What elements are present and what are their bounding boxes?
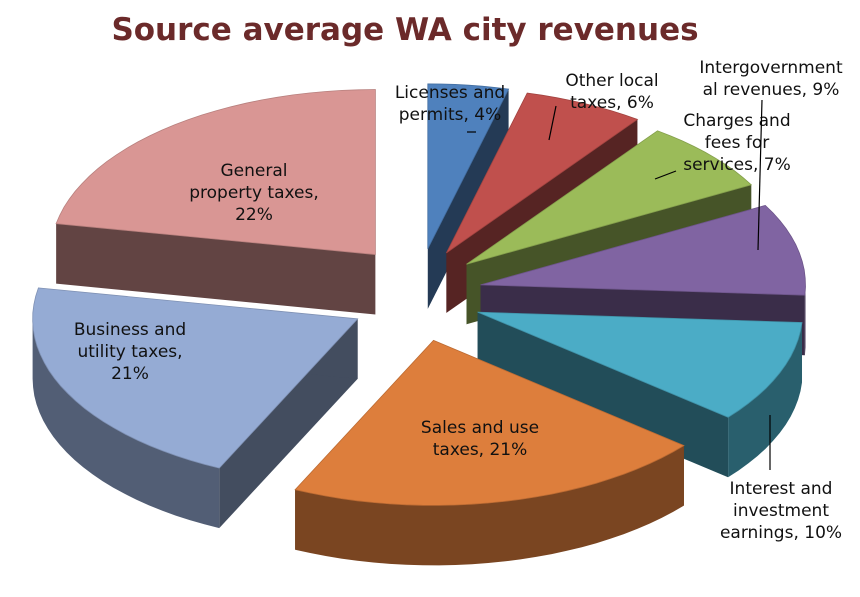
data-label-line: al revenues, 9% [703, 80, 840, 100]
data-label: Intergovernment al revenues, 9% [699, 58, 843, 100]
slice-side [32, 318, 220, 529]
data-label-line: utility taxes, [77, 342, 182, 362]
slice-top [477, 311, 803, 418]
pie-slice-interest-and-investment-earnings [477, 311, 803, 478]
data-label-line: Interest and [730, 479, 833, 499]
data-label-line: Business and [74, 320, 186, 340]
data-label-line: General [221, 161, 288, 181]
slice-top [480, 204, 806, 296]
slice-side [477, 312, 729, 478]
data-label-line: 21% [111, 364, 149, 384]
slice-side [728, 322, 802, 478]
data-label-line: Intergovernment [699, 58, 843, 78]
slice-side [804, 284, 806, 356]
leader-line [757, 99, 763, 251]
data-label-line: taxes, 6% [570, 93, 654, 113]
data-label: Other local taxes, 6% [565, 71, 658, 113]
data-label-line: Licenses and [395, 83, 505, 103]
data-label-line: earnings, 10% [720, 523, 842, 543]
data-label-line: Charges and [683, 111, 790, 131]
slice-top [446, 92, 639, 254]
slice-side [295, 445, 684, 566]
data-label-line: Other local [565, 71, 658, 91]
pie-slice-sales-and-use-taxes [294, 339, 685, 566]
slice-side [56, 223, 376, 315]
chart-title: Source average WA city revenues [111, 12, 698, 48]
slice-top [466, 130, 753, 265]
leader-line [548, 105, 557, 141]
slice-top [294, 339, 685, 506]
data-label-line: taxes, 21% [433, 440, 528, 460]
leader-line [654, 170, 677, 180]
data-label: Interest and investment earnings, 10% [720, 479, 842, 543]
slice-top [427, 83, 510, 250]
data-label-line: investment [733, 501, 829, 521]
data-label-line: Sales and use [421, 418, 539, 438]
data-label: Licenses and permits, 4% [395, 83, 505, 125]
slice-top [55, 89, 376, 255]
pie-slice-general-property-taxes [55, 89, 376, 315]
data-label: Business and utility taxes, 21% [74, 320, 186, 384]
data-label-line: services, 7% [683, 155, 791, 175]
data-label-line: property taxes, [189, 183, 319, 203]
data-label-line: fees for [705, 133, 770, 153]
data-label: Sales and use taxes, 21% [421, 418, 539, 460]
pie-slice-business-and-utility-taxes [32, 287, 359, 529]
data-label-line: permits, 4% [399, 105, 502, 125]
data-label-line: 22% [235, 205, 273, 225]
data-label: Charges and fees for services, 7% [683, 111, 791, 175]
data-label: General property taxes, 22% [189, 161, 319, 225]
slice-top [32, 287, 359, 469]
